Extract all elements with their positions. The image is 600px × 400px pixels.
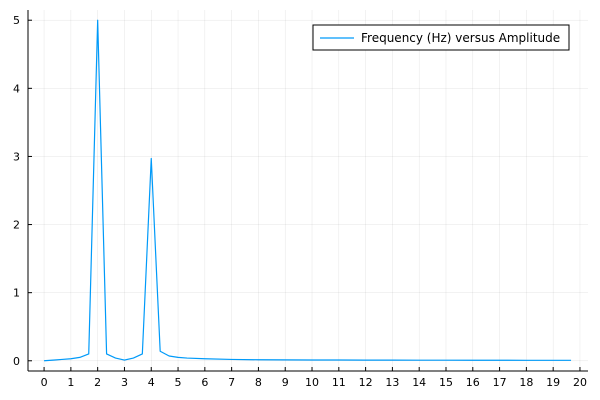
y-tick-label: 5 bbox=[13, 14, 20, 27]
x-tick-label: 7 bbox=[228, 376, 235, 389]
x-tick-label: 16 bbox=[466, 376, 480, 389]
axes bbox=[27, 10, 588, 372]
legend: Frequency (Hz) versus Amplitude bbox=[312, 24, 570, 51]
x-tick-label: 11 bbox=[332, 376, 346, 389]
grid bbox=[28, 10, 588, 371]
x-tick-label: 10 bbox=[305, 376, 319, 389]
y-tick-label: 3 bbox=[13, 150, 20, 163]
series-layer bbox=[44, 19, 572, 362]
x-tick-label: 17 bbox=[493, 376, 507, 389]
y-tick-label: 2 bbox=[13, 219, 20, 232]
legend-box bbox=[312, 24, 570, 51]
x-tick-label: 19 bbox=[546, 376, 560, 389]
legend-label: Frequency (Hz) versus Amplitude bbox=[361, 31, 560, 45]
x-tick-label: 1 bbox=[67, 376, 74, 389]
x-tick-label: 5 bbox=[175, 376, 182, 389]
x-tick-label: 3 bbox=[121, 376, 128, 389]
x-tick-label: 6 bbox=[201, 376, 208, 389]
x-tick-labels: 0 1 2 3 4 5 6 7 8 9 10 11 12 13 14 15 16 17 18 19 20 bbox=[41, 376, 587, 389]
x-tick-label: 4 bbox=[148, 376, 155, 389]
x-tick-label: 0 bbox=[41, 376, 48, 389]
y-tick-label: 4 bbox=[13, 82, 20, 95]
x-tick-label: 20 bbox=[573, 376, 587, 389]
x-tick-label: 8 bbox=[255, 376, 262, 389]
y-tick-label: 1 bbox=[13, 287, 20, 300]
x-tick-label: 9 bbox=[282, 376, 289, 389]
y-tick-labels: 0 1 2 3 4 5 bbox=[13, 14, 20, 368]
y-tick-label: 0 bbox=[13, 355, 20, 368]
series-line bbox=[44, 19, 572, 362]
x-tick-label: 13 bbox=[385, 376, 399, 389]
x-tick-label: 14 bbox=[412, 376, 426, 389]
x-tick-label: 12 bbox=[359, 376, 373, 389]
x-tick-label: 18 bbox=[519, 376, 533, 389]
x-tick-label: 15 bbox=[439, 376, 453, 389]
x-tick-label: 2 bbox=[94, 376, 101, 389]
